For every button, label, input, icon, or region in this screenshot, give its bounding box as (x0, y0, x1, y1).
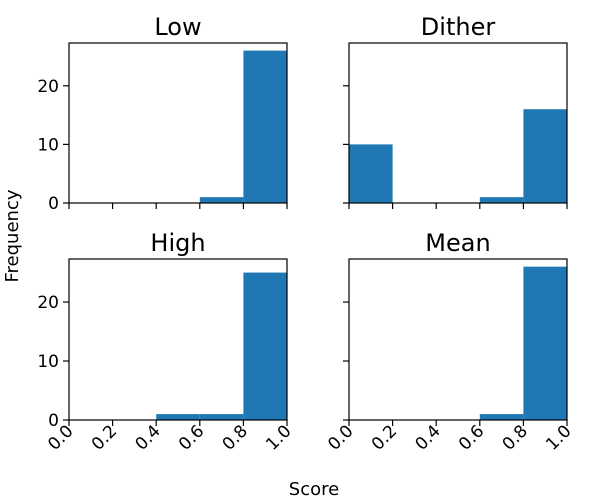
high-bar-2 (156, 414, 200, 420)
mean-bar-3 (479, 414, 524, 420)
dither-title: Dither (421, 13, 496, 41)
mean-xtick-label-5: 1.0 (542, 421, 575, 454)
dither-bar-4 (523, 109, 567, 203)
panels: Low 0 10 20 Dither High 0 10 20 0.0 0.2 0.4 0.6 0.8 1.… (37, 13, 575, 455)
high-ytick-label-20: 20 (37, 293, 59, 313)
high-xtick-label-4: 0.8 (219, 421, 252, 454)
low-axes-frame (68, 42, 288, 204)
x-axis-label: Score (289, 479, 339, 499)
dither-axes-frame (348, 42, 568, 204)
high-ytick-label-0: 0 (48, 411, 59, 431)
mean-axes-frame (348, 258, 568, 421)
mean-xtick-label-4: 0.8 (499, 421, 532, 454)
low-bar-4 (243, 50, 287, 203)
mean-xtick-label-3: 0.6 (455, 421, 488, 454)
mean-title: Mean (425, 229, 490, 257)
mean-xtick-label-1: 0.2 (368, 421, 401, 454)
high-bar-4 (243, 272, 287, 420)
high-xtick-label-5: 1.0 (262, 421, 295, 454)
panel-dither: Dither (343, 13, 568, 209)
mean-xtick-label-0: 0.0 (324, 421, 357, 454)
panel-mean: Mean 0.0 0.2 0.4 0.6 0.8 1.0 (324, 229, 575, 455)
mean-bar-4 (523, 266, 567, 420)
low-ytick-label-0: 0 (48, 194, 59, 214)
low-title: Low (154, 13, 201, 41)
high-xtick-label-1: 0.2 (88, 421, 121, 454)
high-ytick-label-10: 10 (37, 352, 59, 372)
high-axes-frame (68, 258, 288, 421)
low-ytick-label-20: 20 (37, 77, 59, 97)
high-bar-3 (199, 414, 244, 420)
high-xtick-label-3: 0.6 (175, 421, 208, 454)
high-xtick-label-2: 0.4 (131, 421, 164, 454)
dither-bar-0 (349, 144, 393, 203)
low-bar-3 (199, 197, 244, 203)
high-title: High (150, 229, 205, 257)
dither-bar-3 (479, 197, 524, 203)
y-axis-label: Frequency (2, 189, 23, 282)
mean-xtick-label-2: 0.4 (411, 421, 444, 454)
panel-low: Low 0 10 20 (37, 13, 288, 214)
low-ytick-label-10: 10 (37, 135, 59, 155)
